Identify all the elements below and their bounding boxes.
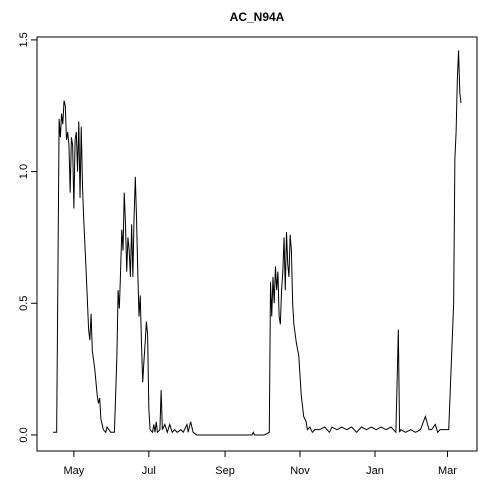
x-tick-label: May [63,465,84,477]
x-tick-label: Mar [438,465,457,477]
x-tick-label: Nov [290,465,310,477]
chart-title: AC_N94A [230,10,285,24]
x-tick-label: Jan [366,465,384,477]
y-tick-label: 0.0 [18,427,30,442]
plot-box [36,36,478,452]
y-tick-label: 0.5 [18,296,30,311]
y-tick-label: 1.0 [18,164,30,179]
x-tick-label: Sep [215,465,235,477]
x-tick-label: Jul [142,465,156,477]
data-line [52,50,462,436]
y-tick-label: 1.5 [18,32,30,47]
